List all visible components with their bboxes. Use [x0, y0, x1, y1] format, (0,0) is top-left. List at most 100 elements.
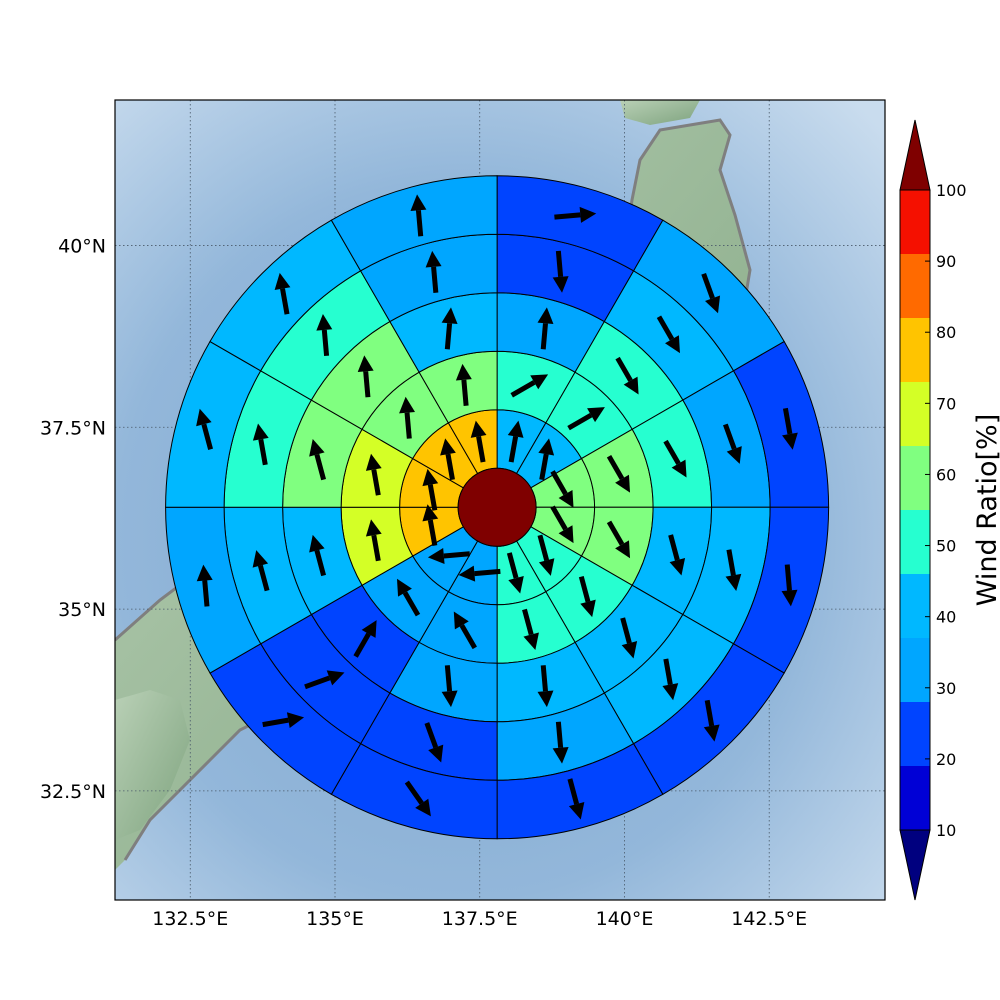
wind-arrow-head	[274, 272, 291, 291]
wind-arrow-shaft	[404, 412, 412, 439]
wind-arrow-shaft	[304, 675, 331, 690]
colorbar-tick-label: 20	[936, 750, 956, 769]
wind-sector-cell	[330, 175, 498, 272]
wind-arrow-head	[538, 438, 555, 456]
colorbar-tick-label: 50	[936, 537, 956, 556]
wind-arrow-head	[587, 407, 605, 423]
wind-arrow-head	[453, 611, 469, 630]
wind-arrow-head	[196, 408, 212, 427]
wind-arrow-head	[508, 575, 524, 594]
wind-arrow-shaft	[314, 453, 327, 481]
wind-arrow-head	[558, 489, 574, 508]
wind-arrow-head	[782, 432, 798, 450]
longitude-tick-label: 142.5°E	[731, 908, 807, 930]
wind-arrow-shaft	[353, 632, 371, 658]
wind-arrow-shaft	[371, 534, 381, 562]
colorbar-bin	[900, 638, 930, 702]
wind-arrow-head	[579, 206, 597, 223]
center-disc	[457, 467, 537, 547]
wind-arrow-shaft	[431, 266, 439, 293]
wind-arrow-head	[396, 578, 412, 597]
wind-arrow-head	[580, 599, 596, 618]
wind-arrow-head	[725, 573, 742, 592]
colorbar-bin	[900, 702, 930, 766]
wind-arrow-head	[552, 276, 569, 293]
wind-arrow-shaft	[620, 617, 632, 644]
wind-arrow-head	[425, 250, 442, 268]
wind-arrow-head	[357, 355, 374, 372]
wind-arrow-head	[399, 396, 416, 414]
longitude-tick-labels: 132.5°E 135°E 137.5°E 140°E 142.5°E	[152, 908, 807, 930]
colorbar-tick-label: 10	[936, 821, 956, 840]
wind-arrow-head	[458, 565, 476, 582]
wind-arrow-shaft	[606, 520, 625, 546]
wind-arrow-head	[665, 335, 680, 354]
wind-arrow-shaft	[459, 624, 477, 650]
wind-arrow-head	[196, 564, 213, 582]
wind-arrow-shaft	[701, 272, 715, 300]
colorbar-tick-label: 100	[936, 181, 967, 200]
wind-arrow-head	[615, 474, 631, 493]
colorbar-tick-label: 40	[936, 608, 956, 627]
wind-arrow-shaft	[555, 721, 564, 748]
wind-sector-grid	[165, 175, 830, 840]
longitude-tick-label: 137.5°E	[442, 908, 518, 930]
wind-arrow-head	[316, 313, 333, 331]
wind-arrow-head	[286, 712, 305, 729]
wind-arrow-head	[507, 420, 524, 438]
wind-arrow-head	[552, 747, 569, 764]
wind-arrow-shaft	[202, 580, 210, 607]
colorbar-bin	[900, 446, 930, 510]
wind-arrow-head	[252, 423, 269, 441]
latitude-tick-label: 37.5°N	[40, 417, 106, 439]
wind-arrow-head	[422, 468, 439, 487]
wind-arrow-shaft	[615, 356, 633, 382]
wind-arrow-shaft	[567, 778, 580, 805]
wind-arrow-head	[621, 641, 638, 659]
colorbar-bin	[900, 766, 930, 830]
wind-arrow-shaft	[606, 455, 625, 481]
wind-arrow-head	[470, 420, 487, 438]
wind-arrow-shaft	[363, 371, 371, 398]
wind-arrow-shaft	[427, 519, 438, 547]
colorbar-bin	[900, 190, 930, 254]
wind-arrow-head	[523, 632, 539, 650]
latitude-tick-label: 32.5°N	[40, 781, 106, 803]
wind-arrow-shaft	[522, 608, 534, 636]
wind-arrow-head	[365, 519, 382, 537]
colorbar-bin	[900, 318, 930, 382]
wind-arrow-head	[568, 801, 585, 820]
wind-arrow-head	[428, 744, 444, 763]
longitude-tick-label: 135°E	[306, 908, 364, 930]
colorbar-bin	[900, 574, 930, 638]
wind-arrow-head	[441, 307, 458, 325]
wind-arrow-shaft	[540, 323, 548, 350]
wind-arrow-head	[530, 374, 549, 390]
wind-arrow-head	[538, 558, 555, 576]
wind-arrow-shaft	[656, 315, 675, 341]
wind-arrow-shaft	[258, 438, 268, 466]
wind-arrow-shaft	[567, 412, 593, 431]
colorbar-tick-label: 90	[936, 252, 956, 271]
wind-arrow-shaft	[726, 549, 736, 576]
wind-arrow-shaft	[506, 552, 519, 579]
wind-arrow-shaft	[555, 250, 564, 278]
colorbar-bin	[900, 382, 930, 446]
latitude-tick-labels: 32.5°N 35°N 37.5°N 40°N	[40, 235, 106, 802]
wind-arrow-head	[615, 540, 631, 559]
wind-arrow-shaft	[402, 591, 421, 617]
wind-arrow-shaft	[704, 699, 715, 727]
wind-arrow-head	[441, 690, 458, 708]
wind-arrow-head	[781, 589, 798, 607]
wind-arrow-shaft	[508, 435, 519, 463]
wind-arrow-head	[252, 550, 269, 568]
colorbar-tick-label: 30	[936, 679, 956, 698]
longitude-tick-label: 132.5°E	[152, 908, 228, 930]
wind-arrow-shaft	[784, 564, 792, 591]
wind-arrow-shaft	[201, 423, 214, 450]
wind-arrow-shaft	[540, 665, 548, 692]
wind-arrow-head	[309, 534, 325, 553]
wind-arrow-head	[726, 446, 742, 464]
wind-arrow-shaft	[668, 534, 680, 561]
